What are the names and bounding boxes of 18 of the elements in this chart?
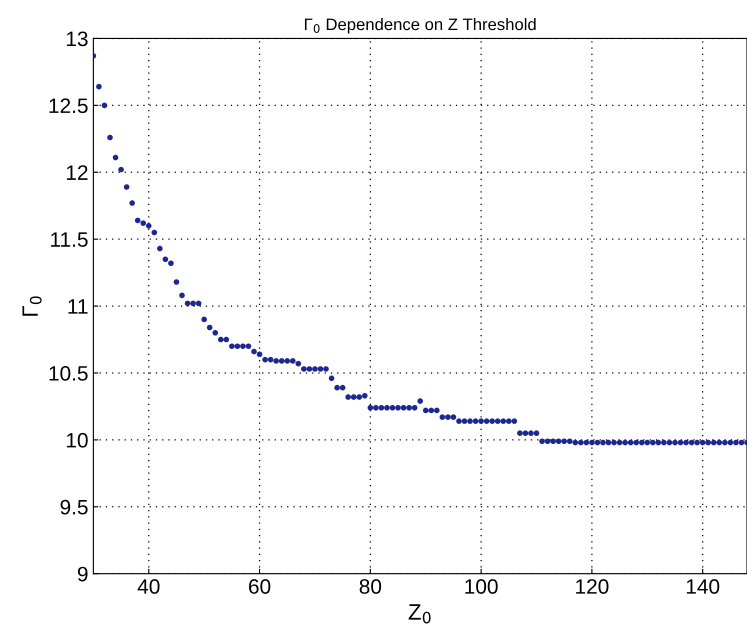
chart-title: Γ$_{0}$ Dependence on Z Threshold — [304, 18, 536, 34]
x-tick-label: 40 — [138, 579, 160, 594]
y-tick-label: 9 — [78, 566, 88, 582]
x-tick-label: 120 — [576, 579, 608, 594]
x-tick-label: 60 — [249, 579, 270, 594]
y-axis-title: Γ$_{0}$ — [22, 296, 42, 316]
x-axis-title: Z$_{0}$ — [408, 604, 431, 624]
y-tick-label: 10 — [66, 432, 88, 448]
y-tick-label: 11.5 — [51, 232, 88, 247]
x-tick-label: 100 — [465, 579, 498, 594]
y-tick-label: 9.5 — [60, 500, 88, 515]
x-tick-label: 80 — [360, 579, 382, 594]
y-tick-label: 12.5 — [50, 98, 88, 114]
y-tick-label: 13 — [66, 31, 88, 46]
x-tick-label: 140 — [686, 579, 720, 594]
y-tick-label: 12 — [66, 165, 88, 180]
y-tick-label: 11 — [68, 299, 88, 314]
y-tick-label: 10.5 — [50, 366, 88, 381]
